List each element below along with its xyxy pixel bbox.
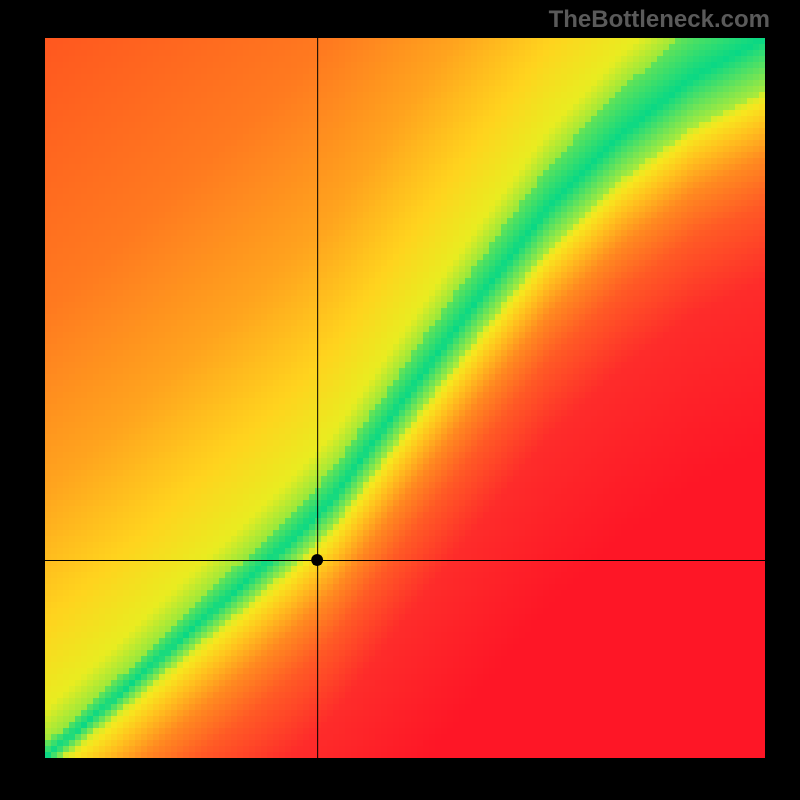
bottleneck-heatmap <box>0 0 800 800</box>
chart-container: TheBottleneck.com <box>0 0 800 800</box>
watermark-text: TheBottleneck.com <box>549 6 770 34</box>
